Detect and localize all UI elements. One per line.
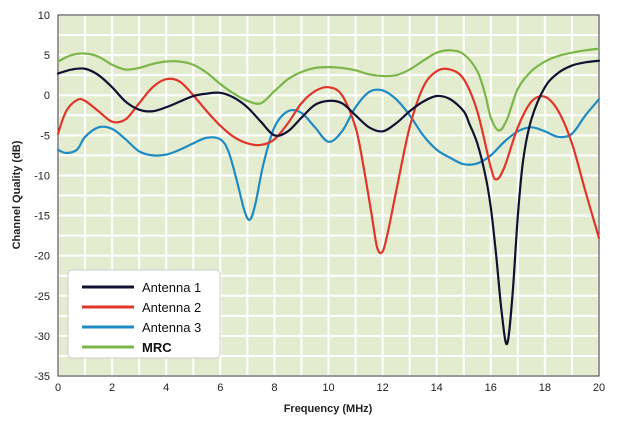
legend-label: Antenna 1: [142, 280, 201, 295]
series-line-antenna-1: [56, 59, 601, 346]
series-layer: [56, 47, 601, 346]
legend-label: Antenna 2: [142, 300, 201, 315]
series-line-antenna-3: [56, 88, 601, 221]
y-tick-label: -20: [34, 251, 50, 263]
x-tick-label: 10: [322, 382, 334, 394]
x-tick-label: 2: [109, 382, 115, 394]
y-tick-label: -15: [34, 211, 50, 223]
plot-frame: [57, 14, 600, 377]
x-tick-labels: 0 2 4 6 8 10 12 14 16 18 20: [55, 382, 605, 394]
x-tick-label: 4: [163, 382, 169, 394]
y-tick-label: -5: [40, 130, 50, 142]
y-axis-title: Channel Quality (dB): [11, 140, 23, 249]
y-tick-labels: 10 5 0 -5 -10 -15 -20 -25 -30 -35: [34, 10, 50, 383]
x-tick-label: 0: [55, 382, 61, 394]
y-tick-label: -30: [34, 331, 50, 343]
x-tick-label: 16: [485, 382, 497, 394]
legend: Antenna 1 Antenna 2 Antenna 3 MRC: [67, 269, 221, 359]
series-line-antenna-2: [56, 67, 601, 255]
x-tick-label: 6: [217, 382, 223, 394]
y-tick-label: -35: [34, 371, 50, 383]
x-tick-label: 8: [271, 382, 277, 394]
legend-box: [67, 269, 221, 359]
x-tick-label: 12: [376, 382, 388, 394]
x-axis-title: Frequency (MHz): [284, 403, 373, 415]
y-tick-label: -10: [34, 170, 50, 182]
y-tick-label: 10: [38, 10, 50, 22]
y-tick-label: -25: [34, 291, 50, 303]
legend-label: Antenna 3: [142, 320, 201, 335]
series-line-mrc: [56, 47, 601, 132]
x-tick-label: 18: [539, 382, 551, 394]
x-tick-label: 14: [431, 382, 443, 394]
legend-label: MRC: [142, 340, 172, 355]
y-tick-label: 5: [44, 50, 50, 62]
y-tick-label: 0: [44, 90, 50, 102]
x-tick-label: 20: [593, 382, 605, 394]
